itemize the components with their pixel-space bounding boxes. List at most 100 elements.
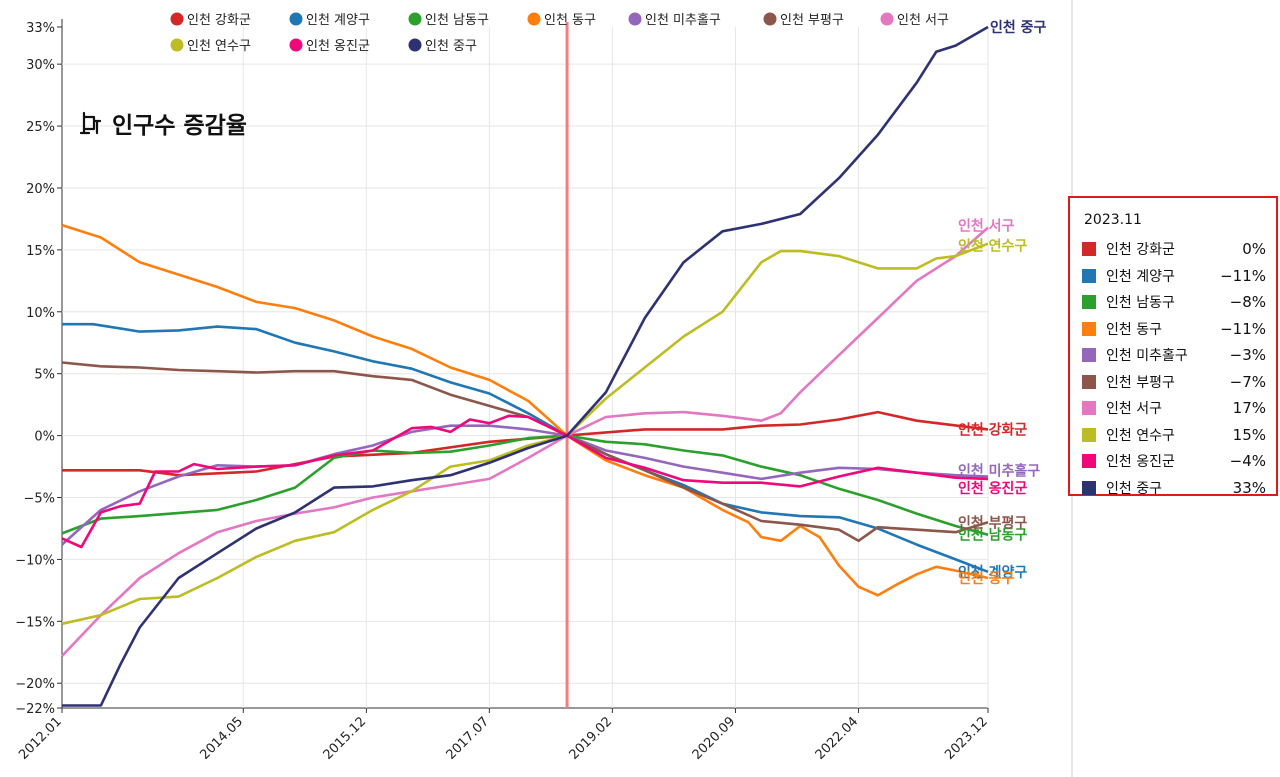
series-end-label: 인천 남동구: [958, 527, 1027, 544]
series-line[interactable]: [61, 361, 989, 543]
series-line[interactable]: [61, 226, 989, 657]
series-line[interactable]: [61, 424, 989, 546]
y-tick-label: 25%: [26, 120, 55, 135]
y-tick-label: −22%: [15, 702, 55, 717]
legend-swatch[interactable]: [170, 12, 184, 26]
tooltip-swatch: [1082, 374, 1096, 389]
tooltip-rows: 인천 강화군 0% 인천 계양구 −11% 인천 남동구 −8% 인천 동구 −11% 인천 미…: [1082, 236, 1266, 501]
tooltip-series-value: −7%: [1229, 372, 1266, 391]
series-end-label: 인천 서구: [958, 218, 1015, 235]
tooltip-swatch: [1082, 427, 1096, 442]
series-line[interactable]: [61, 242, 989, 626]
legend-label[interactable]: 인천 중구: [425, 39, 477, 54]
legend-swatch[interactable]: [408, 12, 422, 26]
legend-label[interactable]: 인천 계양구: [306, 13, 370, 28]
tooltip-series-name: 인천 동구: [1106, 321, 1162, 338]
legend-swatch[interactable]: [763, 12, 777, 26]
tooltip-series-value: 17%: [1232, 399, 1266, 418]
legend[interactable]: 인천 강화군 인천 계양구 인천 남동구 인천 동구 인천 미추홀구 인천 부평구 인천 서…: [170, 12, 950, 55]
tooltip-series-name: 인천 강화군: [1106, 242, 1175, 259]
series-end-label: 인천 계양구: [958, 564, 1027, 581]
series-line[interactable]: [61, 223, 989, 597]
chart-title-text: 인구수 증감율: [112, 113, 247, 139]
legend-label[interactable]: 인천 강화군: [187, 13, 251, 28]
y-tick-label: 15%: [26, 244, 55, 259]
y-tick-label: −5%: [23, 492, 55, 507]
legend-swatch[interactable]: [880, 12, 894, 26]
tooltip-series-value: −11%: [1220, 266, 1266, 285]
tooltip-series-value: −3%: [1229, 346, 1266, 365]
x-tick-label: 2022.04: [813, 714, 862, 763]
y-tick-label: −20%: [15, 677, 55, 692]
tooltip-series-value: −4%: [1229, 452, 1266, 471]
y-tick-label: 0%: [34, 430, 55, 445]
chart-title: 인구수 증감율: [78, 106, 247, 140]
tooltip-series-value: −11%: [1220, 319, 1266, 338]
series-end-label: 인천 부평구: [958, 514, 1027, 531]
series-end-label: 인천 강화군: [958, 421, 1027, 438]
legend-swatch[interactable]: [408, 38, 422, 52]
tooltip-swatch: [1082, 454, 1096, 469]
legend-label[interactable]: 인천 미추홀구: [645, 13, 721, 28]
series-end-label: 인천 연수구: [958, 238, 1027, 255]
tooltip-swatch: [1082, 401, 1096, 416]
grid: [61, 0, 1073, 777]
series-line[interactable]: [61, 434, 989, 536]
tooltip-series-value: −8%: [1229, 293, 1266, 312]
legend-swatch[interactable]: [527, 12, 541, 26]
tooltip-series-value: 33%: [1232, 478, 1266, 497]
x-tick-label: 2017.07: [444, 714, 493, 763]
x-tick-label: 2020.09: [690, 714, 739, 763]
tooltip-series-name: 인천 서구: [1106, 401, 1162, 418]
tooltip-swatch: [1082, 295, 1096, 310]
legend-label[interactable]: 인천 옹진군: [306, 39, 370, 54]
series-lines[interactable]: [61, 25, 989, 707]
tooltip-series-name: 인천 연수구: [1106, 427, 1175, 444]
legend-swatch[interactable]: [628, 12, 642, 26]
population-icon: [79, 111, 102, 135]
tooltip-row: 인천 계양구 −11%: [1082, 263, 1266, 290]
x-tick-label: 2014.05: [197, 714, 246, 763]
legend-label[interactable]: 인천 연수구: [187, 39, 251, 54]
legend-swatch[interactable]: [289, 12, 303, 26]
legend-label[interactable]: 인천 동구: [544, 13, 596, 28]
x-tick-label: 2019.02: [567, 714, 616, 763]
tooltip-swatch: [1082, 348, 1096, 363]
legend-label[interactable]: 인천 부평구: [780, 13, 844, 28]
y-tick-label: 10%: [26, 306, 55, 321]
y-tick-label: 5%: [34, 368, 55, 383]
series-line[interactable]: [62, 410, 989, 477]
tooltip-swatch: [1082, 242, 1096, 257]
tooltip-row: 인천 강화군 0%: [1082, 236, 1266, 263]
tooltip-row: 인천 부평구 −7%: [1082, 369, 1266, 396]
legend-label[interactable]: 인천 남동구: [425, 13, 489, 28]
series-end-label: 인천 옹진군: [958, 480, 1027, 497]
tooltip-row: 인천 연수구 15%: [1082, 422, 1266, 449]
tooltip-swatch: [1082, 321, 1096, 336]
tooltip-row: 인천 남동구 −8%: [1082, 289, 1266, 316]
legend-swatch[interactable]: [289, 38, 303, 52]
tooltip-row: 인천 옹진군 −4%: [1082, 448, 1266, 475]
x-tick-label: 2015.12: [321, 714, 370, 763]
series-line[interactable]: [62, 25, 989, 707]
tooltip-row: 인천 중구 33%: [1082, 475, 1266, 502]
legend-label[interactable]: 인천 서구: [897, 13, 949, 28]
tooltip-swatch: [1082, 268, 1096, 283]
y-tick-label: 20%: [26, 182, 55, 197]
x-tick-label: 2012.01: [16, 714, 65, 763]
tooltip-series-name: 인천 계양구: [1106, 268, 1175, 285]
tooltip-series-name: 인천 남동구: [1106, 295, 1175, 312]
series-line[interactable]: [62, 322, 989, 574]
tooltip-panel: 2023.11 인천 강화군 0% 인천 계양구 −11% 인천 남동구 −8% 인천 동구…: [1068, 196, 1278, 497]
tooltip-series-name: 인천 미추홀구: [1106, 348, 1188, 365]
tooltip-swatch: [1082, 480, 1096, 495]
y-tick-label: 33%: [26, 21, 55, 36]
series-line[interactable]: [61, 414, 989, 549]
series-end-label: 인천 미추홀구: [958, 462, 1040, 479]
tooltip-row: 인천 서구 17%: [1082, 395, 1266, 422]
tooltip-series-value: 15%: [1232, 425, 1266, 444]
tooltip-row: 인천 동구 −11%: [1082, 316, 1266, 343]
tooltip-row: 인천 미추홀구 −3%: [1082, 342, 1266, 369]
legend-swatch[interactable]: [170, 38, 184, 52]
